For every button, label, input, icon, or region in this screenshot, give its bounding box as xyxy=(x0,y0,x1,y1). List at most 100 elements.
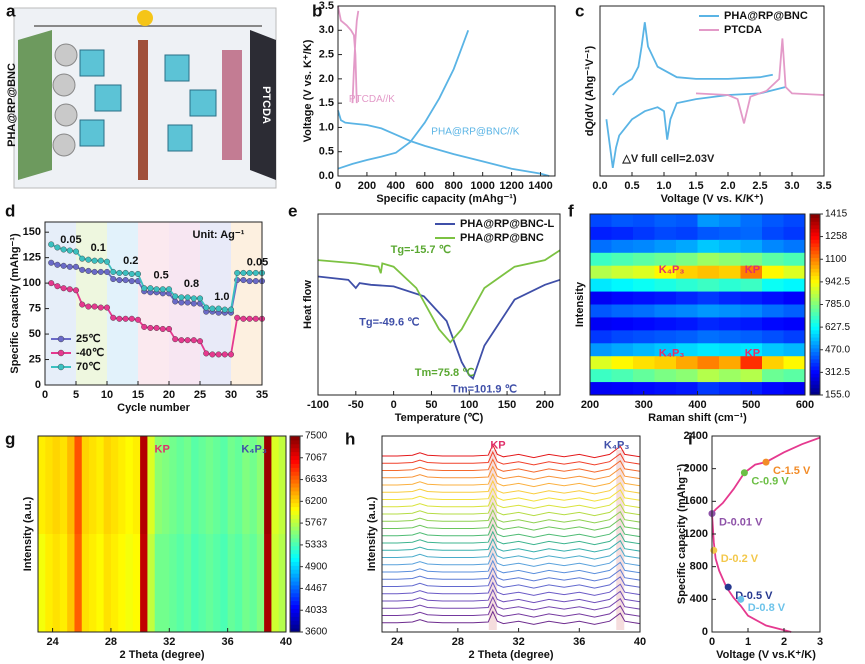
heat-cell xyxy=(611,226,634,241)
heat-cell xyxy=(220,534,229,633)
heat-cell xyxy=(783,343,806,357)
heat-cell xyxy=(162,534,170,633)
annotation: 0.8 xyxy=(184,278,199,290)
legend-label: -40℃ xyxy=(76,347,104,359)
heat-cell xyxy=(125,534,134,633)
spheres xyxy=(52,43,78,157)
xrd-curve xyxy=(382,537,641,553)
heat-cell xyxy=(654,343,677,357)
data-point xyxy=(97,304,104,311)
heat-cell xyxy=(59,436,68,535)
series-label: PHA@RP@BNC//K xyxy=(431,126,519,137)
xrd-curve xyxy=(382,516,641,531)
xrd-curve xyxy=(382,450,641,466)
heat-cell xyxy=(740,356,763,370)
heat-cell xyxy=(633,291,655,305)
state-label: C-1.5 V xyxy=(773,465,811,477)
heat-cell xyxy=(125,436,134,535)
colorbar-label: 6633 xyxy=(305,474,328,485)
heat-cell xyxy=(762,304,784,318)
heat-cell xyxy=(697,317,720,331)
data-point xyxy=(91,257,98,264)
annotation: 0.5 xyxy=(154,270,169,282)
colorbar-segment xyxy=(810,322,820,327)
heat-cell xyxy=(234,534,243,633)
colorbar-segment xyxy=(290,596,300,602)
colorbar-segment xyxy=(290,436,300,441)
y-tick-label: 0 xyxy=(35,379,41,391)
data-point xyxy=(85,267,92,274)
heat-cell xyxy=(783,356,806,370)
heat-cell xyxy=(213,436,221,535)
colorbar-segment xyxy=(290,600,300,606)
heat-cell xyxy=(719,317,741,331)
heat-cell xyxy=(242,534,250,633)
heat-cell xyxy=(697,226,720,241)
annotation: KP xyxy=(745,347,760,359)
plot-frame xyxy=(599,5,825,177)
heat-cell xyxy=(611,343,634,357)
panel-label: f xyxy=(568,201,574,220)
colorbar-segment xyxy=(290,573,300,578)
data-line xyxy=(605,22,786,169)
series-label: PTCDA//K xyxy=(349,94,395,105)
anode-plate xyxy=(18,30,52,180)
colorbar-segment xyxy=(810,366,820,371)
x-tick-label: 28 xyxy=(105,636,117,648)
rate-band xyxy=(138,222,169,385)
heat-cell xyxy=(783,382,806,396)
legend-marker xyxy=(57,363,65,371)
y-tick-label: 3.5 xyxy=(319,0,334,12)
heat-cell xyxy=(52,436,61,535)
colorbar-label: 942.5 xyxy=(825,277,850,288)
panel-label: b xyxy=(312,1,322,20)
data-point xyxy=(60,262,67,269)
x-tick-label: 2.5 xyxy=(752,180,767,192)
colorbar-segment xyxy=(810,358,820,363)
heat-cell xyxy=(176,534,185,633)
heat-cell xyxy=(242,436,250,535)
colorbar-segment xyxy=(290,510,300,515)
y-axis-label: Specific capacity (mAhg⁻¹) xyxy=(676,464,688,605)
heat-cell xyxy=(59,534,68,633)
colorbar-segment xyxy=(810,369,820,374)
heat-cell xyxy=(719,252,741,267)
heat-cell xyxy=(140,534,148,633)
y-tick-label: 0.5 xyxy=(319,146,334,158)
plot-frame xyxy=(37,435,287,633)
heat-cell xyxy=(162,436,170,535)
colorbar-label: 3600 xyxy=(305,627,328,638)
heat-cell xyxy=(740,265,763,280)
heat-cell xyxy=(220,436,229,535)
colorbar-segment xyxy=(290,616,300,621)
data-point xyxy=(128,315,135,322)
heat-cell xyxy=(762,226,784,241)
data-line xyxy=(317,249,561,344)
xrd-curve xyxy=(382,494,641,509)
x-tick-label: 150 xyxy=(498,399,516,411)
data-line xyxy=(337,29,550,177)
colorbar-segment xyxy=(810,329,820,334)
heat-cell xyxy=(783,369,806,383)
colorbar-label: 6200 xyxy=(305,496,328,507)
y-tick-label: 150 xyxy=(23,226,41,238)
data-point xyxy=(141,323,148,330)
heat-cell xyxy=(783,278,806,292)
heat-cell xyxy=(697,265,720,280)
heat-cell xyxy=(227,436,236,535)
data-line xyxy=(337,5,360,104)
colorbar-segment xyxy=(290,592,300,598)
data-point xyxy=(227,306,234,313)
heat-cell xyxy=(52,534,61,633)
heat-cell xyxy=(762,239,784,254)
x-tick-label: 0.0 xyxy=(592,180,607,192)
colorbar-segment xyxy=(290,439,300,445)
heat-cell xyxy=(67,534,75,633)
colorbar-segment xyxy=(290,447,300,453)
data-point xyxy=(66,263,73,270)
data-point xyxy=(79,301,86,308)
cathode-label: PTCDA xyxy=(260,86,272,124)
colorbar-segment xyxy=(810,271,820,277)
x-tick-label: 24 xyxy=(46,636,59,648)
panel-label: d xyxy=(5,201,15,220)
